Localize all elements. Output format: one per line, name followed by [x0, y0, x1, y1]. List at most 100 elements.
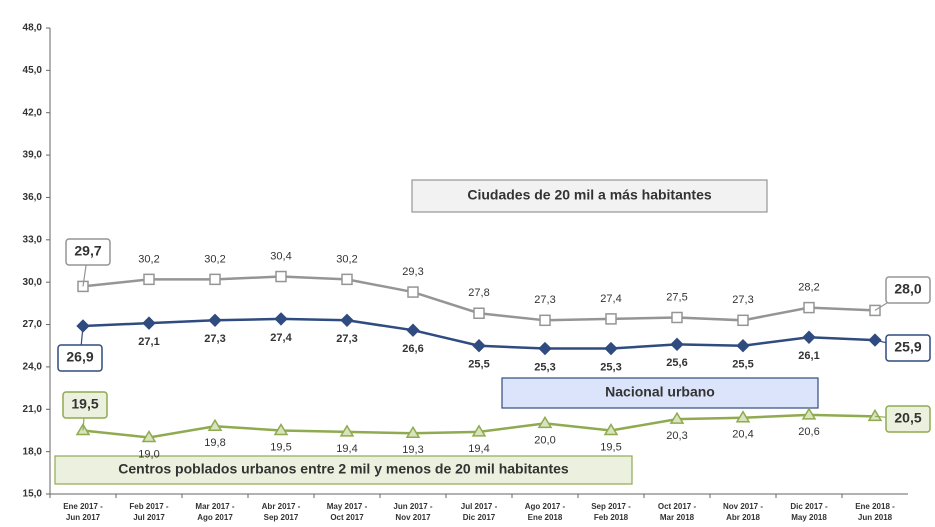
value-label: 25,5	[732, 359, 753, 371]
value-label: 27,8	[468, 287, 489, 299]
x-tick-label: Mar 2017 - Ago 2017	[195, 502, 234, 522]
value-label: 28,0	[894, 281, 921, 297]
marker	[537, 415, 553, 429]
marker	[603, 422, 619, 436]
y-tick-label: 48,0	[23, 23, 43, 34]
x-tick-label: Nov 2017 - Abr 2018	[723, 502, 763, 522]
marker	[605, 313, 617, 325]
value-label: 19,5	[270, 441, 291, 453]
x-tick-label-line: Nov 2017 -	[723, 502, 763, 511]
x-tick-label: Ago 2017 - Ene 2018	[525, 502, 566, 522]
x-tick-label-line: Sep 2017	[264, 513, 299, 522]
x-tick-label: May 2017 - Oct 2017	[327, 502, 368, 522]
marker	[273, 422, 289, 436]
y-tick-label: 45,0	[23, 65, 43, 76]
x-tick-label-line: Jun 2017	[66, 513, 101, 522]
callout-box	[885, 334, 931, 362]
marker	[671, 311, 683, 324]
callout-box	[57, 344, 103, 372]
value-label: 19,4	[336, 443, 357, 455]
value-label: 27,3	[336, 333, 357, 345]
value-label: 25,5	[468, 359, 489, 371]
legend-box	[411, 179, 768, 213]
value-label: 20,3	[666, 430, 687, 442]
value-label: 19,4	[468, 443, 489, 455]
value-label: 20,5	[894, 410, 921, 426]
x-tick-label: Jun 2017 - Nov 2017	[393, 502, 432, 522]
value-label: 27,5	[666, 291, 687, 303]
value-label: 19,5	[600, 441, 621, 453]
x-tick-label-line: Dic 2017	[463, 513, 496, 522]
x-tick-label: Jul 2017 - Dic 2017	[461, 502, 498, 522]
marker	[275, 270, 287, 283]
x-tick-label-line: Abr 2017 -	[262, 502, 301, 511]
value-label: 26,6	[402, 343, 423, 355]
y-tick-label: 18,0	[23, 446, 43, 457]
marker	[604, 341, 618, 356]
marker	[472, 339, 486, 353]
value-label: 30,2	[138, 253, 159, 265]
value-label: 25,3	[600, 361, 621, 373]
legend-box	[54, 455, 633, 485]
legend-label: Nacional urbano	[605, 384, 715, 400]
y-tick-label: 33,0	[23, 234, 43, 245]
callout-box	[62, 391, 108, 419]
x-tick-label-line: Mar 2017 -	[195, 502, 234, 511]
x-tick-label: Feb 2017 - Jul 2017	[129, 502, 168, 522]
x-tick-label-line: May 2017 -	[327, 502, 368, 511]
x-tick-label-line: Oct 2017 -	[658, 502, 697, 511]
value-label: 27,4	[270, 332, 292, 344]
value-label: 28,2	[798, 282, 819, 294]
value-label: 26,9	[66, 349, 93, 365]
value-label: 30,2	[204, 253, 225, 265]
x-tick-label-line: Jul 2017	[133, 513, 165, 522]
marker	[802, 330, 816, 344]
x-tick-label-line: Jun 2018	[858, 513, 893, 522]
value-label: 27,3	[534, 294, 555, 306]
x-tick-label-line: Ene 2017 -	[63, 502, 103, 511]
legend-label: Ciudades de 20 mil a más habitantes	[467, 187, 712, 203]
marker	[670, 337, 684, 352]
x-tick-label: Ene 2017 - Jun 2017	[63, 502, 103, 522]
x-tick-label: Dic 2017 - May 2018	[790, 502, 828, 522]
x-tick-label-line: Ene 2018 -	[855, 502, 895, 511]
y-tick-label: 36,0	[23, 192, 43, 203]
marker	[207, 418, 223, 431]
value-label: 19,3	[402, 444, 423, 456]
marker	[141, 430, 157, 443]
x-tick-label-line: Feb 2017 -	[129, 502, 168, 511]
value-label: 19,5	[71, 396, 98, 412]
value-label: 20,0	[534, 434, 555, 446]
marker	[274, 312, 288, 326]
callout-box	[885, 405, 931, 433]
x-tick-label-line: Ago 2017	[197, 513, 233, 522]
marker	[801, 407, 817, 420]
marker	[209, 273, 221, 286]
marker	[669, 411, 685, 424]
marker	[539, 314, 551, 327]
legend-box	[501, 377, 819, 409]
callout-box	[65, 238, 111, 266]
value-label: 20,6	[798, 426, 819, 438]
x-tick-label-line: Mar 2018	[660, 513, 695, 522]
marker	[473, 307, 485, 319]
value-label: 29,3	[402, 266, 423, 278]
x-tick-label-line: Jul 2017 -	[461, 502, 498, 511]
marker	[735, 410, 751, 423]
value-label: 19,8	[204, 437, 225, 449]
y-tick-label: 24,0	[23, 362, 43, 373]
x-tick-label-line: Ene 2018	[528, 513, 563, 522]
y-tick-label: 15,0	[23, 489, 43, 500]
callout-box	[885, 276, 931, 304]
marker	[341, 273, 353, 286]
value-label: 27,4	[600, 293, 621, 305]
marker	[471, 424, 487, 437]
y-tick-label: 27,0	[23, 319, 43, 330]
value-label: 20,4	[732, 429, 753, 441]
y-tick-label: 30,0	[23, 277, 43, 288]
x-tick-label-line: Ago 2017 -	[525, 502, 566, 511]
marker	[405, 425, 421, 439]
y-tick-label: 39,0	[23, 150, 43, 161]
value-label: 30,2	[336, 253, 357, 265]
